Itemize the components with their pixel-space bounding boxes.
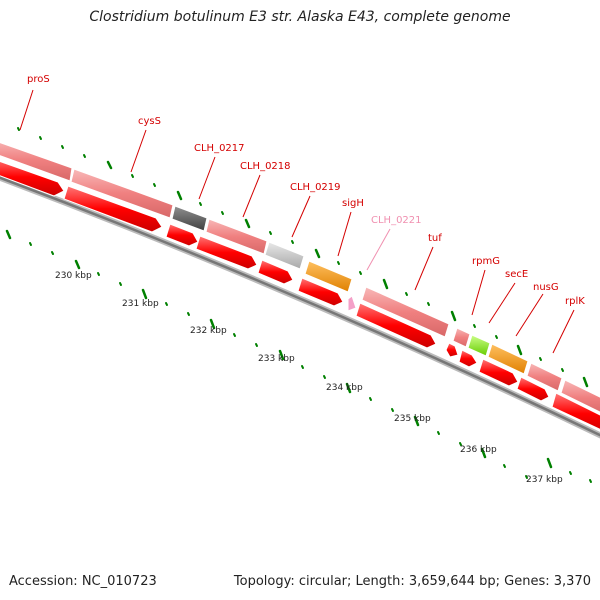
feature-nusG[interactable] bbox=[526, 362, 563, 392]
tick-label: 236 kbp bbox=[460, 445, 497, 455]
gene-label-rpmG[interactable]: rpmG bbox=[472, 256, 500, 267]
ruler-ticks bbox=[5, 229, 592, 483]
feature-CLH_0219[interactable] bbox=[264, 241, 305, 270]
accession-text: Accession: NC_010723 bbox=[9, 574, 157, 589]
backbone bbox=[0, 174, 600, 439]
gene-label-secE[interactable]: secE bbox=[505, 269, 528, 280]
cds-arrow[interactable] bbox=[445, 342, 459, 358]
cds-arrow[interactable] bbox=[257, 259, 294, 285]
cds-track bbox=[0, 158, 600, 434]
tick-label: 232 kbp bbox=[190, 326, 227, 336]
tick-label: 233 kbp bbox=[258, 354, 295, 364]
cds-CLH_0221[interactable] bbox=[347, 295, 357, 312]
feature-CLH_0217[interactable] bbox=[171, 205, 208, 232]
feature-rpmG-pre[interactable] bbox=[452, 327, 471, 348]
tick-label: 237 kbp bbox=[526, 475, 563, 485]
tick-label: 230 kbp bbox=[55, 271, 92, 281]
gene-label-cysS[interactable]: cysS bbox=[138, 116, 161, 127]
map-title: Clostridium botulinum E3 str. Alaska E43… bbox=[89, 9, 511, 25]
cds-arrow[interactable] bbox=[458, 349, 478, 368]
gene-labels: proS cysS CLH_0217 CLH_0218 CLH_0219 sig… bbox=[27, 74, 585, 307]
cds-arrow[interactable] bbox=[297, 277, 344, 307]
gene-label-CLH_0221[interactable]: CLH_0221 bbox=[371, 215, 422, 226]
feature-tuf[interactable] bbox=[361, 286, 450, 338]
cds-arrow[interactable] bbox=[63, 185, 163, 233]
cds-arrow[interactable] bbox=[551, 392, 600, 434]
feature-cysS[interactable] bbox=[70, 168, 174, 219]
tick-label: 234 kbp bbox=[326, 383, 363, 393]
cds-arrow[interactable] bbox=[355, 302, 437, 349]
gene-label-CLH_0218[interactable]: CLH_0218 bbox=[240, 161, 291, 172]
cds-arrow[interactable] bbox=[0, 158, 65, 197]
tick-label: 235 kbp bbox=[394, 414, 431, 424]
feature-track bbox=[0, 139, 600, 415]
cds-arrow[interactable] bbox=[516, 376, 550, 402]
gene-label-CLH_0219[interactable]: CLH_0219 bbox=[290, 182, 341, 193]
feature-rpmG[interactable] bbox=[467, 334, 491, 357]
upper-ticks bbox=[17, 127, 589, 388]
feature-CLH_0218[interactable] bbox=[205, 218, 268, 255]
ruler-labels: 230 kbp 231 kbp 232 kbp 233 kbp 234 kbp … bbox=[55, 271, 563, 485]
cds-arrow[interactable] bbox=[165, 223, 199, 247]
feature-sigH[interactable] bbox=[304, 260, 353, 293]
cds-arrow[interactable] bbox=[478, 358, 519, 387]
gene-label-rplK[interactable]: rplK bbox=[565, 296, 585, 307]
gene-label-tuf[interactable]: tuf bbox=[428, 233, 442, 244]
genome-summary-text: Topology: circular; Length: 3,659,644 bp… bbox=[233, 574, 591, 589]
gene-label-sigH[interactable]: sigH bbox=[342, 198, 364, 209]
gene-label-proS[interactable]: proS bbox=[27, 74, 50, 85]
label-leaders bbox=[19, 89, 575, 354]
tick-label: 231 kbp bbox=[122, 299, 159, 309]
feature-proS[interactable] bbox=[0, 139, 73, 182]
feature-rplK[interactable] bbox=[560, 379, 600, 415]
gene-label-CLH_0217[interactable]: CLH_0217 bbox=[194, 143, 245, 154]
feature-secE[interactable] bbox=[487, 343, 529, 375]
cds-arrow[interactable] bbox=[195, 235, 258, 270]
gene-label-nusG[interactable]: nusG bbox=[533, 282, 559, 293]
